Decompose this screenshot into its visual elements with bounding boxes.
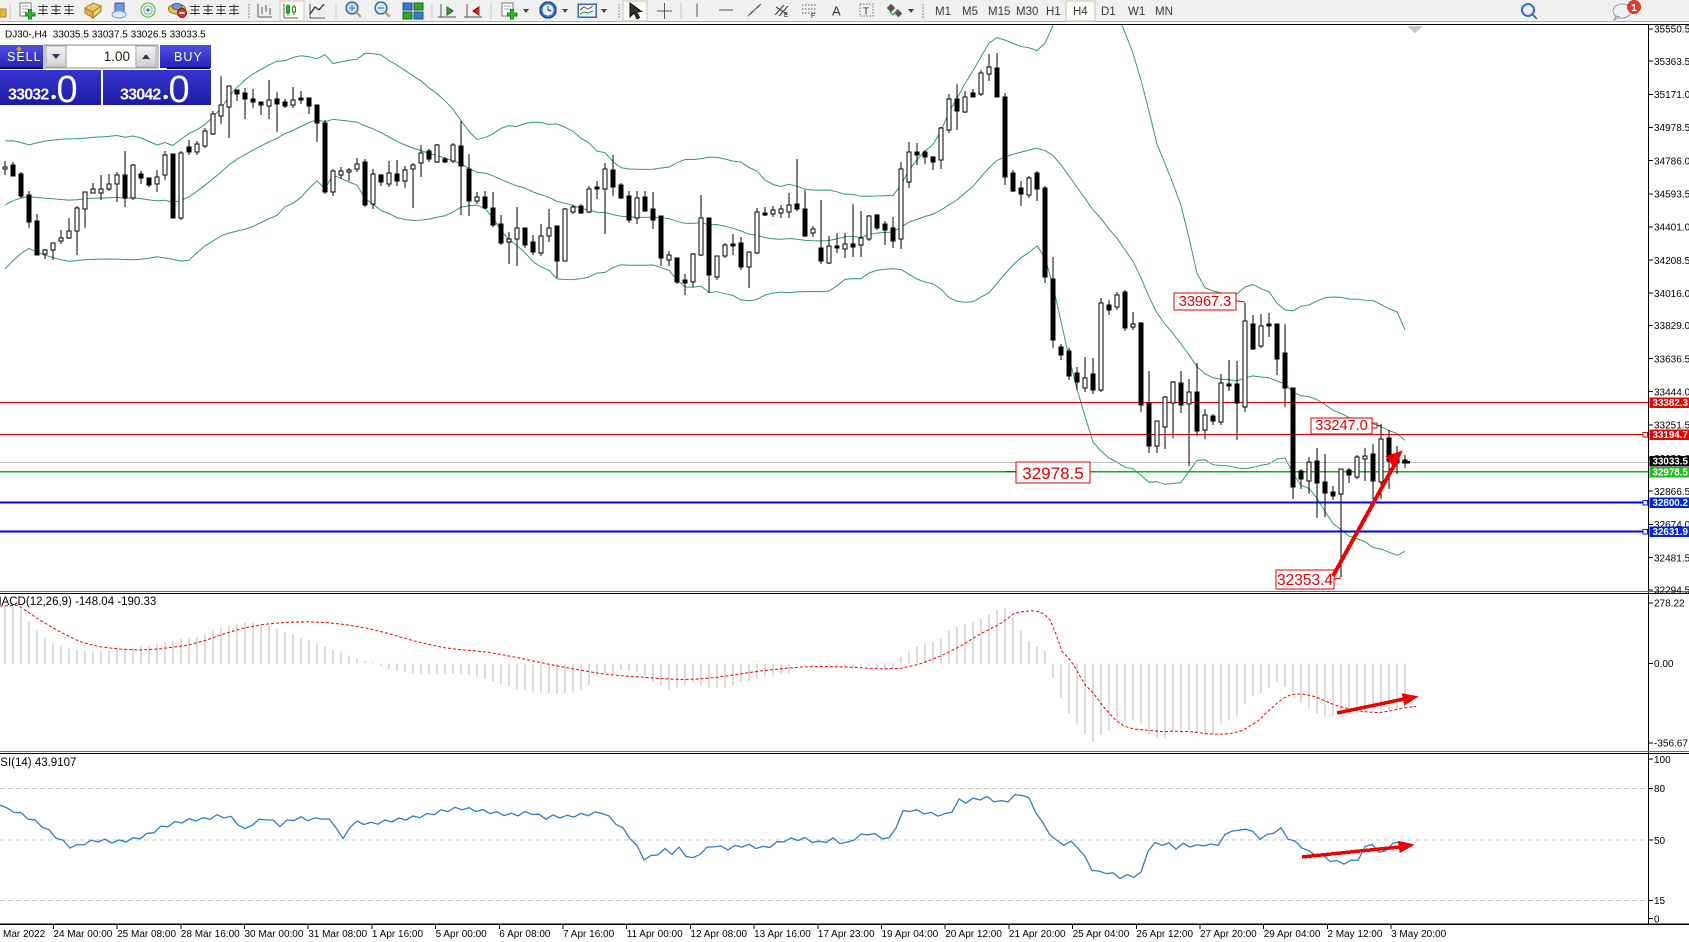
svg-text:W1: W1 <box>1128 6 1145 18</box>
svg-text:E: E <box>784 12 789 19</box>
svg-text:35363.5: 35363.5 <box>1654 57 1689 68</box>
svg-text:50: 50 <box>1654 836 1666 847</box>
svg-text:33444.0: 33444.0 <box>1654 388 1689 399</box>
svg-text:H1: H1 <box>1046 6 1061 18</box>
svg-text:33251.5: 33251.5 <box>1654 421 1689 432</box>
svg-text:MN: MN <box>1155 6 1173 18</box>
svg-text:6 Apr 08:00: 6 Apr 08:00 <box>499 929 551 940</box>
svg-text:1 Apr 16:00: 1 Apr 16:00 <box>372 929 424 940</box>
svg-text:27 Apr 20:00: 27 Apr 20:00 <box>1200 929 1257 940</box>
svg-text:0: 0 <box>169 69 190 111</box>
svg-text:34016.0: 34016.0 <box>1654 289 1689 300</box>
svg-text:32866.5: 32866.5 <box>1654 487 1689 498</box>
svg-text:MACD(12,26,9) -148.04 -190.33: MACD(12,26,9) -148.04 -190.33 <box>0 596 156 608</box>
svg-text:7 Apr 16:00: 7 Apr 16:00 <box>563 929 615 940</box>
svg-text:15: 15 <box>1654 896 1666 907</box>
svg-text:34593.5: 34593.5 <box>1654 190 1689 201</box>
svg-text:0.00: 0.00 <box>1654 659 1674 670</box>
svg-text:32353.4: 32353.4 <box>1277 572 1333 589</box>
svg-text:32978.5: 32978.5 <box>1022 464 1083 483</box>
svg-text:19 Apr 04:00: 19 Apr 04:00 <box>882 929 939 940</box>
svg-text:25 Apr 04:00: 25 Apr 04:00 <box>1073 929 1130 940</box>
svg-text:M15: M15 <box>988 6 1010 18</box>
svg-text:32631.9: 32631.9 <box>1653 527 1689 538</box>
svg-text:BUY: BUY <box>174 50 203 64</box>
svg-text:33247.0: 33247.0 <box>1315 418 1367 434</box>
svg-text:35171.0: 35171.0 <box>1654 90 1689 101</box>
svg-text:32294.5: 32294.5 <box>1654 586 1689 597</box>
svg-text:80: 80 <box>1654 784 1666 795</box>
svg-text:33382.3: 33382.3 <box>1653 398 1689 409</box>
svg-text:33636.5: 33636.5 <box>1654 354 1689 365</box>
svg-text:M5: M5 <box>962 6 978 18</box>
svg-text:32800.2: 32800.2 <box>1653 498 1689 509</box>
svg-text:32481.5: 32481.5 <box>1654 553 1689 564</box>
svg-text:278.22: 278.22 <box>1654 599 1685 610</box>
svg-text:34401.0: 34401.0 <box>1654 223 1689 234</box>
svg-text:32674.0: 32674.0 <box>1654 520 1689 531</box>
svg-text:-356.67: -356.67 <box>1654 739 1688 750</box>
svg-text:D1: D1 <box>1101 6 1116 18</box>
svg-text:24 Mar 00:00: 24 Mar 00:00 <box>53 929 112 940</box>
svg-text:20 Apr 12:00: 20 Apr 12:00 <box>945 929 1002 940</box>
svg-text:35550.5: 35550.5 <box>1654 25 1689 36</box>
svg-text:T: T <box>863 7 869 18</box>
svg-text:34786.0: 34786.0 <box>1654 156 1689 167</box>
svg-text:21 Apr 20:00: 21 Apr 20:00 <box>1009 929 1066 940</box>
svg-text:26 Apr 12:00: 26 Apr 12:00 <box>1136 929 1193 940</box>
svg-text:11 Apr 00:00: 11 Apr 00:00 <box>627 929 683 940</box>
svg-text:12 Apr 08:00: 12 Apr 08:00 <box>690 929 747 940</box>
svg-text:0: 0 <box>1654 914 1660 925</box>
svg-text:H4: H4 <box>1073 6 1088 18</box>
svg-text:0: 0 <box>57 69 78 111</box>
svg-text:33032: 33032 <box>8 87 49 104</box>
svg-text:Mar 2022: Mar 2022 <box>3 929 46 940</box>
svg-text:17 Apr 23:00: 17 Apr 23:00 <box>818 929 875 940</box>
svg-text:33829.0: 33829.0 <box>1654 321 1689 332</box>
svg-text:F: F <box>811 13 815 20</box>
svg-text:33194.7: 33194.7 <box>1653 430 1689 441</box>
svg-text:3 May 20:00: 3 May 20:00 <box>1391 929 1446 940</box>
svg-text:33042: 33042 <box>120 87 161 104</box>
svg-text:33033.5: 33033.5 <box>1653 457 1689 468</box>
svg-text:5 Apr 00:00: 5 Apr 00:00 <box>436 929 488 940</box>
svg-text:100: 100 <box>1654 755 1671 766</box>
svg-text:1: 1 <box>1631 2 1637 14</box>
svg-text:30 Mar 00:00: 30 Mar 00:00 <box>245 929 304 940</box>
svg-text:13 Apr 16:00: 13 Apr 16:00 <box>754 929 811 940</box>
svg-text:2 May 12:00: 2 May 12:00 <box>1327 929 1382 940</box>
svg-text:32978.5: 32978.5 <box>1653 468 1689 479</box>
svg-text:1.00: 1.00 <box>104 49 130 64</box>
svg-text:M30: M30 <box>1016 6 1038 18</box>
svg-text:28 Mar 16:00: 28 Mar 16:00 <box>181 929 240 940</box>
svg-text:34978.5: 34978.5 <box>1654 123 1689 134</box>
svg-text:29 Apr 04:00: 29 Apr 04:00 <box>1264 929 1321 940</box>
svg-text:RSI(14) 43.9107: RSI(14) 43.9107 <box>0 757 76 769</box>
svg-text:33967.3: 33967.3 <box>1179 294 1231 310</box>
svg-text:A: A <box>832 4 841 19</box>
svg-text:31 Mar 08:00: 31 Mar 08:00 <box>308 929 367 940</box>
svg-text:34208.5: 34208.5 <box>1654 256 1689 267</box>
svg-text:25 Mar 08:00: 25 Mar 08:00 <box>117 929 176 940</box>
svg-text:M1: M1 <box>935 6 951 18</box>
svg-text:SELL: SELL <box>7 50 42 64</box>
svg-text:DJ30-,H4 33035.5 33037.5 3302: DJ30-,H4 33035.5 33037.5 33026.5 33033.5 <box>5 30 206 41</box>
